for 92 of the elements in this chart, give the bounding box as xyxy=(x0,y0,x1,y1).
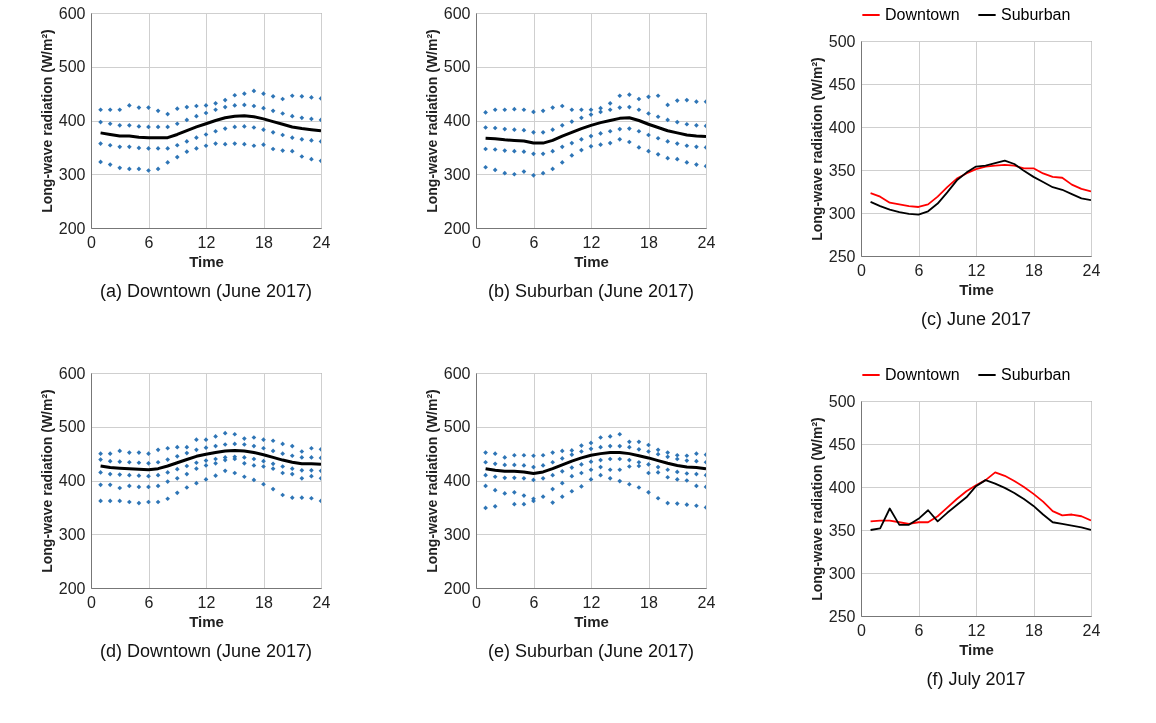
x-axis-title: Time xyxy=(959,640,994,658)
y-tick-label: 300 xyxy=(58,525,86,543)
line-series xyxy=(484,451,706,476)
y-tick-label: 500 xyxy=(443,418,471,436)
y-tick-label: 300 xyxy=(443,525,471,543)
y-axis-title: Long-wave radiation (W/m²) xyxy=(808,57,825,241)
x-tick-label: 0 xyxy=(857,261,867,279)
x-axis-title: Time xyxy=(574,612,609,630)
x-tick-label: 6 xyxy=(144,233,154,251)
x-tick-label: 12 xyxy=(967,261,986,279)
x-tick-label: 0 xyxy=(472,233,482,251)
x-tick-label: 24 xyxy=(1082,261,1101,279)
x-tick-label: 6 xyxy=(529,233,539,251)
y-tick-label: 500 xyxy=(58,418,86,436)
y-tick-label: 450 xyxy=(828,435,856,453)
legend-label: Suburban xyxy=(1001,366,1071,383)
x-tick-label: 18 xyxy=(640,233,658,251)
y-tick-label: 200 xyxy=(58,579,86,597)
x-tick-label: 0 xyxy=(87,593,97,611)
x-tick-label: 24 xyxy=(697,593,716,611)
x-tick-label: 12 xyxy=(582,233,601,251)
x-tick-label: 24 xyxy=(1082,621,1101,639)
line-series xyxy=(99,114,321,140)
line-series xyxy=(869,479,1091,531)
y-tick-label: 200 xyxy=(443,579,471,597)
x-tick-label: 6 xyxy=(914,621,924,639)
x-tick-label: 6 xyxy=(914,261,924,279)
text: (a) Downtown (June 2017) xyxy=(99,281,313,301)
y-tick-label: 500 xyxy=(58,58,86,76)
x-tick-label: 12 xyxy=(197,233,216,251)
y-tick-label: 450 xyxy=(828,75,856,93)
y-tick-label: 350 xyxy=(828,161,856,179)
x-axis-title: Time xyxy=(189,252,224,270)
x-tick-label: 18 xyxy=(1025,621,1043,639)
line-series xyxy=(869,471,1091,525)
x-tick-label: 12 xyxy=(582,593,601,611)
text: (f) July 2017 xyxy=(926,669,1026,689)
x-tick-label: 0 xyxy=(857,621,867,639)
x-tick-label: 6 xyxy=(144,593,154,611)
x-tick-label: 24 xyxy=(312,593,331,611)
y-tick-label: 600 xyxy=(58,4,86,22)
y-axis-title: Long-wave radiation (W/m²) xyxy=(423,29,440,213)
y-axis-title: Long-wave radiation (W/m²) xyxy=(38,389,55,573)
x-tick-label: 0 xyxy=(472,593,482,611)
y-tick-label: 400 xyxy=(828,118,856,136)
y-axis-title: Long-wave radiation (W/m²) xyxy=(38,29,55,213)
x-tick-label: 24 xyxy=(697,233,716,251)
x-tick-label: 18 xyxy=(1025,261,1043,279)
y-tick-label: 400 xyxy=(58,472,86,489)
x-tick-label: 24 xyxy=(312,233,331,251)
legend-label: Downtown xyxy=(885,366,960,383)
x-tick-label: 18 xyxy=(255,593,273,611)
legend-label: Downtown xyxy=(885,6,960,23)
y-tick-label: 500 xyxy=(828,32,856,50)
x-axis-title: Time xyxy=(189,612,224,630)
text: (b) Suburban (June 2017) xyxy=(487,281,695,301)
line-series xyxy=(99,448,321,472)
x-tick-label: 6 xyxy=(529,593,539,611)
line-series xyxy=(869,159,1091,216)
y-axis-title: Long-wave radiation (W/m²) xyxy=(423,389,440,573)
y-tick-label: 400 xyxy=(443,112,471,129)
y-tick-label: 200 xyxy=(443,219,471,237)
y-tick-label: 300 xyxy=(58,165,86,183)
y-tick-label: 400 xyxy=(443,472,471,489)
text: (c) June 2017 xyxy=(920,309,1032,329)
line-series xyxy=(484,116,706,145)
y-tick-label: 300 xyxy=(443,165,471,183)
legend-label: Suburban xyxy=(1001,6,1071,23)
y-tick-label: 400 xyxy=(58,112,86,129)
y-tick-label: 200 xyxy=(58,219,86,237)
y-tick-label: 600 xyxy=(443,4,471,22)
y-tick-label: 500 xyxy=(443,58,471,76)
x-axis-title: Time xyxy=(574,252,609,270)
text: (e) Suburban (June 2017) xyxy=(487,641,695,661)
x-tick-label: 18 xyxy=(255,233,273,251)
y-tick-label: 500 xyxy=(828,392,856,410)
y-tick-label: 350 xyxy=(828,521,856,539)
y-tick-label: 300 xyxy=(828,204,856,222)
text: (d) Downtown (June 2017) xyxy=(99,641,313,661)
x-tick-label: 12 xyxy=(197,593,216,611)
y-tick-label: 300 xyxy=(828,564,856,582)
y-axis-title: Long-wave radiation (W/m²) xyxy=(808,417,825,601)
y-tick-label: 600 xyxy=(58,364,86,382)
line-series xyxy=(869,163,1091,208)
y-tick-label: 250 xyxy=(828,247,856,265)
x-axis-title: Time xyxy=(959,280,994,298)
x-tick-label: 0 xyxy=(87,233,97,251)
x-tick-label: 12 xyxy=(967,621,986,639)
y-tick-label: 400 xyxy=(828,478,856,496)
y-tick-label: 600 xyxy=(443,364,471,382)
y-tick-label: 250 xyxy=(828,607,856,625)
x-tick-label: 18 xyxy=(640,593,658,611)
